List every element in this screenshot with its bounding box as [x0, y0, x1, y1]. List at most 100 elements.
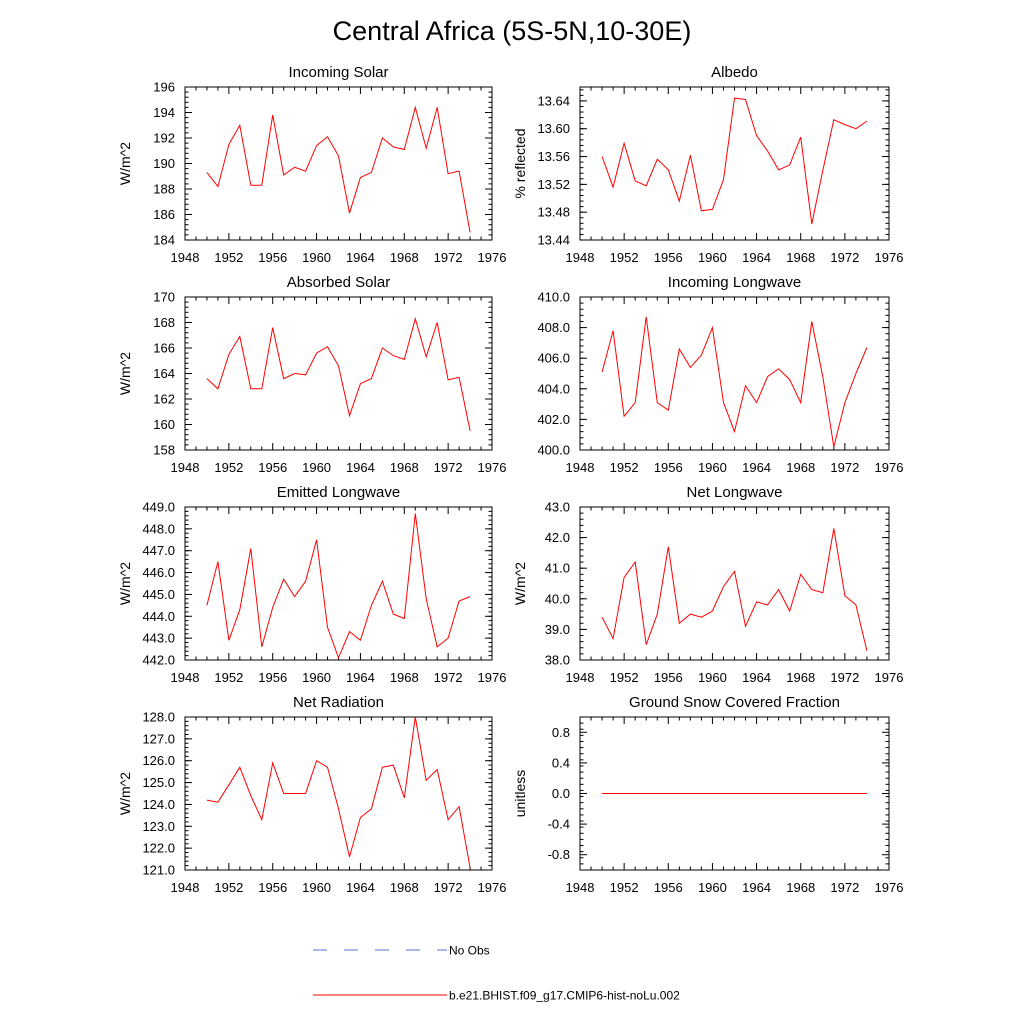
x-tick-label: 1964 [742, 670, 771, 685]
y-tick-label: -0.8 [548, 847, 570, 862]
panel-7: 1948 1952 1956 1960 1964 1968 1972 1976 121.0 122… [117, 694, 506, 895]
x-tick-label: 1972 [434, 670, 463, 685]
x-tick-label: 1976 [478, 880, 507, 895]
x-tick-label: 1956 [258, 250, 287, 265]
x-tick-label: 1968 [390, 250, 419, 265]
x-tick-label: 1956 [654, 880, 683, 895]
y-tick-label: 166 [153, 341, 175, 356]
y-tick-label: 128.0 [142, 710, 175, 725]
x-tick-label: 1964 [346, 880, 375, 895]
x-tick-label: 1968 [786, 250, 815, 265]
x-tick-label: 1972 [830, 880, 859, 895]
y-tick-label: 410.0 [537, 290, 570, 305]
x-tick-label: 1976 [478, 460, 507, 475]
x-tick-label: 1972 [434, 460, 463, 475]
x-tick-label: 1956 [258, 670, 287, 685]
x-tick-label: 1956 [654, 670, 683, 685]
panel-title: Ground Snow Covered Fraction [629, 694, 840, 711]
x-tick-label: 1952 [610, 460, 639, 475]
y-tick-label: 127.0 [142, 731, 175, 746]
x-tick-label: 1976 [875, 880, 904, 895]
x-tick-label: 1956 [654, 250, 683, 265]
plot-frame [184, 506, 493, 661]
y-tick-label: 162 [153, 392, 175, 407]
main-title: Central Africa (5S-5N,10-30E) [333, 16, 692, 46]
y-axis-label: W/m^2 [117, 352, 133, 395]
y-tick-label: 13.52 [537, 177, 570, 192]
y-tick-label: 38.0 [545, 653, 570, 668]
y-axis-label: W/m^2 [117, 142, 133, 185]
plot-frame [184, 716, 493, 871]
x-tick-label: 1960 [698, 250, 727, 265]
x-tick-label: 1964 [742, 250, 771, 265]
series-line [206, 716, 471, 868]
y-tick-label: 158 [153, 443, 175, 458]
x-tick-label: 1968 [390, 670, 419, 685]
panel-title: Net Longwave [687, 484, 783, 501]
x-tick-label: 1948 [171, 460, 200, 475]
y-tick-label: 402.0 [537, 412, 570, 427]
y-tick-label: 13.44 [537, 233, 570, 248]
x-tick-label: 1952 [214, 250, 243, 265]
x-tick-label: 1972 [830, 460, 859, 475]
y-tick-label: 444.0 [142, 609, 175, 624]
series-line [601, 528, 868, 651]
panel-1: 1948 1952 1956 1960 1964 1968 1972 1976 184 186 18… [117, 64, 506, 265]
legend-label-model: b.e21.BHIST.f09_g17.CMIP6-hist-noLu.002 [449, 989, 680, 1003]
x-tick-label: 1972 [434, 250, 463, 265]
series-line [206, 105, 471, 233]
x-tick-label: 1968 [786, 460, 815, 475]
y-axis-label: unitless [512, 770, 528, 817]
x-tick-label: 1956 [654, 460, 683, 475]
x-tick-label: 1952 [610, 670, 639, 685]
y-tick-label: 194 [153, 105, 175, 120]
x-tick-label: 1972 [830, 670, 859, 685]
x-tick-label: 1952 [610, 880, 639, 895]
x-tick-label: 1976 [478, 670, 507, 685]
panel-3: 1948 1952 1956 1960 1964 1968 1972 1976 158 160 16… [117, 274, 506, 475]
y-tick-label: 164 [153, 366, 175, 381]
x-tick-label: 1972 [434, 880, 463, 895]
y-tick-label: 0.0 [552, 786, 570, 801]
y-tick-label: 188 [153, 182, 175, 197]
y-tick-label: 13.56 [537, 149, 570, 164]
panel-title: Incoming Solar [288, 64, 388, 81]
y-tick-label: 13.48 [537, 205, 570, 220]
y-tick-label: 160 [153, 417, 175, 432]
x-tick-label: 1952 [214, 460, 243, 475]
y-tick-label: 190 [153, 156, 175, 171]
series-line [206, 316, 471, 432]
y-tick-label: 0.4 [552, 755, 570, 770]
plot-frame [579, 296, 890, 451]
x-tick-label: 1956 [258, 460, 287, 475]
x-tick-label: 1960 [698, 880, 727, 895]
legend-label-obs: No Obs [449, 944, 490, 958]
x-tick-label: 1952 [214, 670, 243, 685]
x-tick-label: 1948 [171, 670, 200, 685]
x-tick-label: 1976 [875, 460, 904, 475]
y-tick-label: 40.0 [545, 591, 570, 606]
x-tick-label: 1956 [258, 880, 287, 895]
x-tick-label: 1960 [302, 250, 331, 265]
y-tick-label: 13.60 [537, 121, 570, 136]
y-tick-label: 442.0 [142, 653, 175, 668]
plot-frame [579, 86, 890, 241]
x-tick-label: 1968 [786, 880, 815, 895]
panel-2: 1948 1952 1956 1960 1964 1968 1972 1976 13.44 13.… [512, 64, 903, 265]
x-tick-label: 1948 [566, 460, 595, 475]
y-tick-label: 448.0 [142, 521, 175, 536]
y-axis-label: W/m^2 [117, 562, 133, 605]
panel-title: Net Radiation [293, 694, 384, 711]
y-tick-label: 186 [153, 207, 175, 222]
y-tick-label: 449.0 [142, 500, 175, 515]
panel-8: 1948 1952 1956 1960 1964 1968 1972 1976 -0.8 -0.4… [512, 694, 903, 895]
y-tick-label: 192 [153, 131, 175, 146]
x-tick-label: 1952 [610, 250, 639, 265]
x-tick-label: 1948 [566, 880, 595, 895]
x-tick-label: 1948 [566, 670, 595, 685]
x-tick-label: 1976 [875, 250, 904, 265]
y-tick-label: 447.0 [142, 543, 175, 558]
y-tick-label: 404.0 [537, 381, 570, 396]
panel-title: Incoming Longwave [668, 274, 801, 291]
series-line [601, 316, 868, 448]
